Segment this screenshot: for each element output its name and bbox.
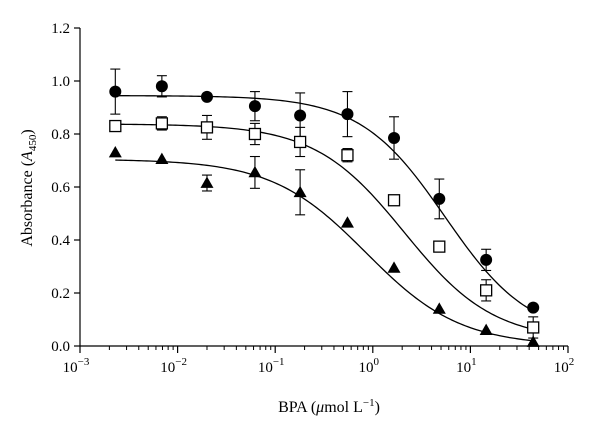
data-point-circle xyxy=(388,131,401,144)
y-tick-label: 1.2 xyxy=(51,21,70,37)
data-point-triangle xyxy=(293,185,307,198)
y-axis-ticks: 0.0 0.2 0.4 0.6 0.8 1.0 1.2 xyxy=(51,21,80,355)
data-point-triangle xyxy=(248,165,262,178)
y-tick-label: 0.2 xyxy=(51,286,70,302)
data-point-square xyxy=(387,194,401,207)
data-point-triangle xyxy=(526,335,540,347)
fit-curve-2 xyxy=(115,123,534,330)
fit-curve-3 xyxy=(115,159,534,342)
data-point-circle xyxy=(480,253,493,266)
data-point-triangle xyxy=(340,216,354,228)
x-tick-label: 102 xyxy=(554,356,575,376)
y-tick-label: 0.6 xyxy=(51,180,70,196)
x-tick-label: 100 xyxy=(359,356,380,376)
data-point-square xyxy=(109,119,122,133)
error-bars xyxy=(110,68,539,339)
y-tick-label: 0.8 xyxy=(51,127,70,143)
x-tick-label: 10−2 xyxy=(160,356,187,376)
y-tick-label: 0.0 xyxy=(51,339,70,355)
data-point-triangle xyxy=(432,302,446,314)
axes xyxy=(79,28,568,347)
data-point-circle xyxy=(109,85,122,98)
y-axis-title: Absorbance (A450) xyxy=(19,129,39,246)
data-markers xyxy=(108,80,540,347)
data-point-circle xyxy=(200,90,213,103)
fit-curves xyxy=(115,95,534,342)
x-tick-label: 101 xyxy=(456,356,477,376)
data-point-square xyxy=(200,121,214,134)
data-point-circle xyxy=(433,192,446,205)
data-point-circle xyxy=(155,80,168,93)
y-tick-label: 1.0 xyxy=(51,74,70,90)
data-point-triangle xyxy=(155,152,169,165)
data-point-square xyxy=(527,321,540,334)
data-point-square xyxy=(293,135,307,149)
data-point-square xyxy=(155,117,169,130)
x-tick-label: 10−1 xyxy=(258,356,285,376)
data-point-triangle xyxy=(479,323,493,335)
fit-curve-1 xyxy=(115,95,534,312)
data-point-triangle xyxy=(200,176,214,188)
data-point-circle xyxy=(248,100,261,113)
data-point-circle xyxy=(527,301,540,314)
data-point-triangle xyxy=(108,146,122,158)
x-tick-label: 10−3 xyxy=(63,356,90,376)
data-point-circle xyxy=(341,108,354,121)
data-point-square xyxy=(433,240,446,253)
x-axis-title: BPA (μmol L−1) xyxy=(278,397,380,416)
data-point-square xyxy=(341,149,354,162)
data-point-square xyxy=(479,284,493,297)
x-axis-ticks: 10−3 10−2 10−1 100 101 102 xyxy=(63,346,575,376)
data-point-circle xyxy=(294,109,307,122)
y-tick-label: 0.4 xyxy=(51,233,70,249)
data-point-triangle xyxy=(387,261,401,273)
data-point-square xyxy=(248,127,262,141)
